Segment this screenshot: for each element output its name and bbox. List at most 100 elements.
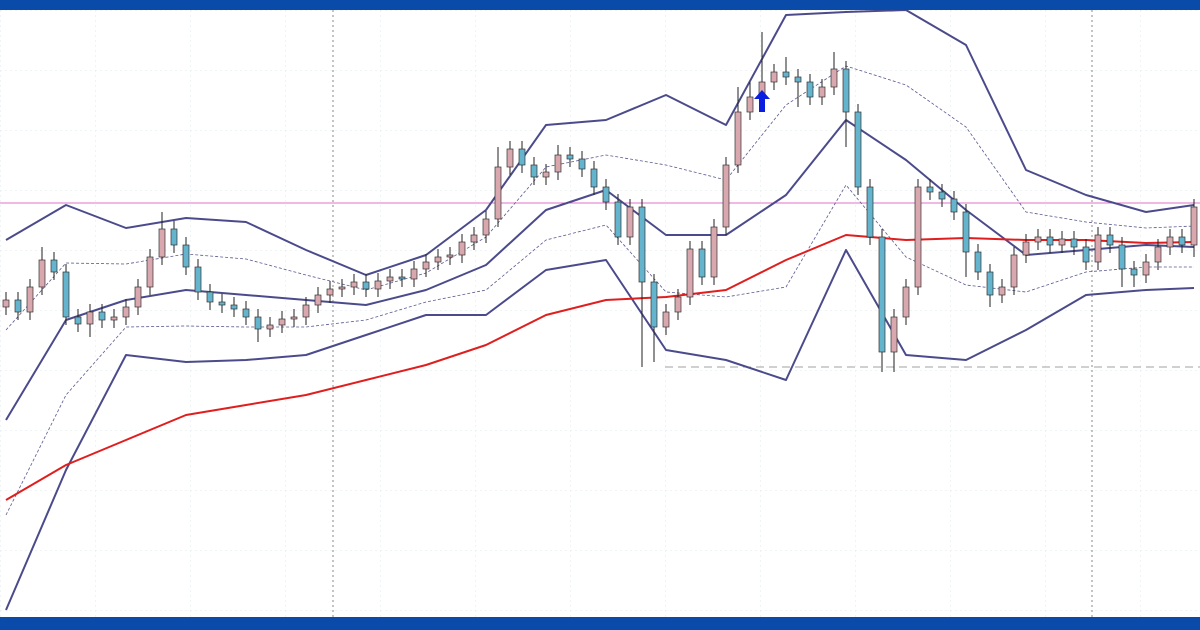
candle-body: [470, 234, 478, 243]
candle-body: [710, 226, 718, 278]
candle-body: [614, 201, 622, 238]
candle-body: [326, 288, 334, 296]
candle-body: [194, 266, 202, 293]
candle-body: [1010, 254, 1018, 288]
top-border: [0, 0, 1200, 10]
candle-body: [638, 206, 646, 283]
candle-body: [818, 86, 826, 98]
candle-body: [170, 228, 178, 246]
indicator-line: [5, 234, 1195, 501]
candle-body: [1154, 246, 1162, 263]
candle-body: [938, 191, 946, 200]
candle-body: [14, 299, 22, 313]
candle-body: [254, 316, 262, 330]
candle-body: [146, 256, 154, 288]
candle-body: [398, 276, 406, 280]
candle-body: [722, 164, 730, 228]
candle-body: [1118, 244, 1126, 270]
candle-body: [902, 286, 910, 318]
candle-body: [1106, 234, 1114, 246]
candle-body: [206, 291, 214, 303]
candle-body: [914, 186, 922, 288]
candle-body: [98, 311, 106, 321]
candle-body: [866, 186, 874, 238]
candle-body: [386, 276, 394, 282]
candle-body: [794, 76, 802, 83]
candle-body: [2, 299, 10, 308]
candle-body: [278, 318, 286, 326]
candle-body: [1058, 238, 1066, 246]
candle-body: [854, 111, 862, 188]
candle-body: [74, 316, 82, 325]
candle-body: [290, 316, 298, 320]
candle-body: [230, 304, 238, 310]
candle-body: [62, 271, 70, 318]
plot-area: [0, 9, 1200, 611]
candle-body: [998, 286, 1006, 296]
candle-body: [1022, 241, 1030, 256]
candle-body: [554, 154, 562, 173]
candle-body: [686, 248, 694, 298]
indicator-line: [5, 65, 1195, 331]
candle-body: [542, 171, 550, 178]
candle-body: [122, 306, 130, 318]
candle-body: [1094, 234, 1102, 263]
candle-body: [782, 71, 790, 78]
candle-body: [578, 158, 586, 170]
candle-body: [134, 286, 142, 308]
candle-body: [350, 281, 358, 288]
candle-body: [842, 68, 850, 113]
candle-body: [50, 259, 58, 273]
candle-body: [746, 96, 754, 113]
candle-body: [662, 311, 670, 328]
candle-body: [590, 168, 598, 188]
candle-body: [698, 248, 706, 278]
candle-body: [770, 71, 778, 83]
candle-body: [374, 280, 382, 290]
candle-body: [422, 261, 430, 270]
candle-body: [986, 271, 994, 296]
grid: [0, 10, 1200, 617]
candle-body: [1178, 236, 1186, 246]
candle-body: [362, 281, 370, 290]
candle-body: [1190, 206, 1198, 246]
candle-body: [86, 311, 94, 325]
candle-body: [38, 259, 46, 288]
candle-body: [878, 236, 886, 353]
candle-body: [338, 286, 346, 290]
candle-body: [266, 324, 274, 330]
candle-body: [242, 308, 250, 318]
candle-body: [974, 251, 982, 273]
candle-body: [302, 304, 310, 318]
candle-body: [530, 164, 538, 178]
candle-body: [218, 301, 226, 306]
candle-body: [674, 296, 682, 313]
candle-body: [158, 228, 166, 258]
candle-body: [458, 241, 466, 256]
candle-body: [1034, 236, 1042, 243]
candle-body: [566, 154, 574, 160]
candle-body: [446, 254, 454, 258]
candle-body: [494, 166, 502, 220]
candle-body: [962, 211, 970, 253]
bottom-border: [0, 617, 1200, 630]
candle-body: [926, 186, 934, 193]
indicator-line: [5, 249, 1195, 611]
candle-body: [1082, 246, 1090, 263]
signal-arrow: [754, 90, 770, 112]
candle-body: [650, 281, 658, 328]
candle-body: [434, 256, 442, 263]
candle-body: [182, 244, 190, 268]
candle-body: [1142, 261, 1150, 276]
candle-body: [26, 286, 34, 313]
candle-body: [506, 148, 514, 168]
candle-body: [602, 186, 610, 203]
candle-body: [1166, 236, 1174, 248]
indicator-line: [5, 9, 1195, 276]
candle-body: [1046, 236, 1054, 246]
candle-body: [1070, 238, 1078, 248]
candle-body: [314, 294, 322, 306]
candle-body: [110, 316, 118, 321]
candle-body: [830, 68, 838, 88]
